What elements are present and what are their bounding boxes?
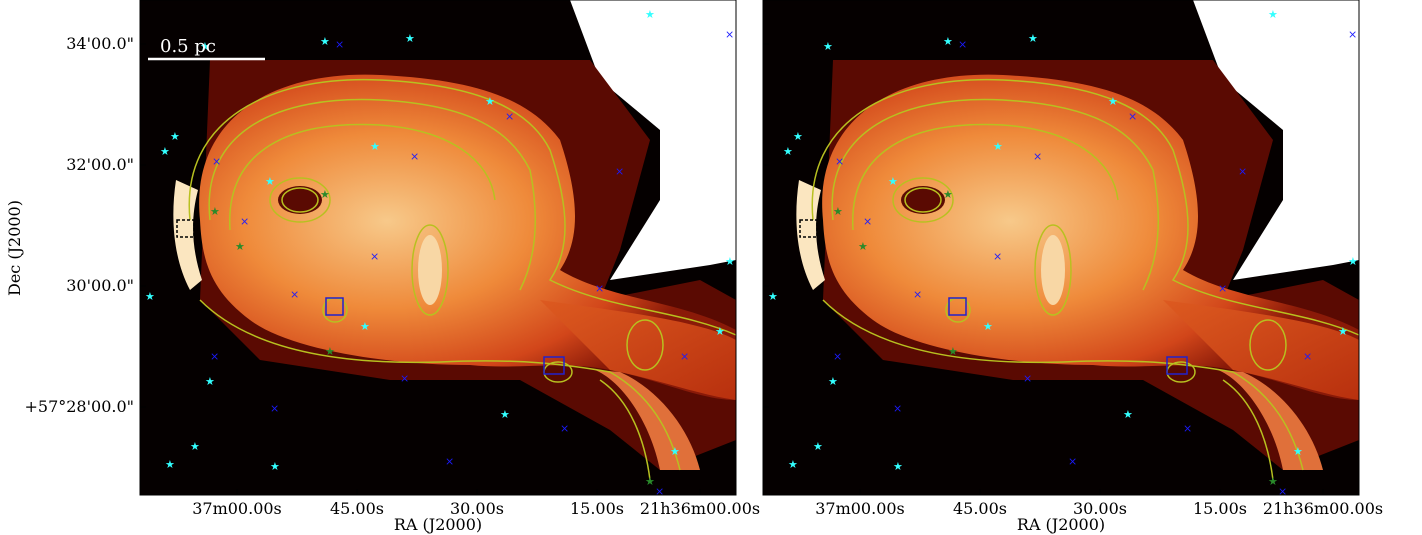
x-tick-label: 37m00.00s <box>192 499 282 518</box>
x-tick-label: 15.00s <box>570 499 624 518</box>
y-tick-label: 34'00.0" <box>66 34 134 53</box>
scale-bar-label: 0.5 pc <box>160 36 216 57</box>
figure: ★★★★★★★★★★★★★★★★★★★ ★★★★★ ××××××××××××××… <box>0 0 1422 535</box>
y-tick-label: 32'00.0" <box>66 155 134 174</box>
y-axis-label: Dec (J2000) <box>5 200 24 296</box>
x-axis-label: RA (J2000) <box>394 515 482 534</box>
x-axis-label: RA (J2000) <box>1017 515 1105 534</box>
x-tick-label: 21h36m00.00s <box>1263 499 1383 518</box>
x-tick-label: 45.00s <box>953 499 1007 518</box>
x-tick-label: 45.00s <box>330 499 384 518</box>
panel-image <box>140 0 736 498</box>
y-tick-label: 30'00.0" <box>66 276 134 295</box>
x-tick-label: 21h36m00.00s <box>640 499 760 518</box>
panel-image <box>763 0 1359 498</box>
y-tick-label: +57°28'00.0" <box>24 397 134 416</box>
x-tick-label: 15.00s <box>1193 499 1247 518</box>
x-tick-label: 37m00.00s <box>815 499 905 518</box>
